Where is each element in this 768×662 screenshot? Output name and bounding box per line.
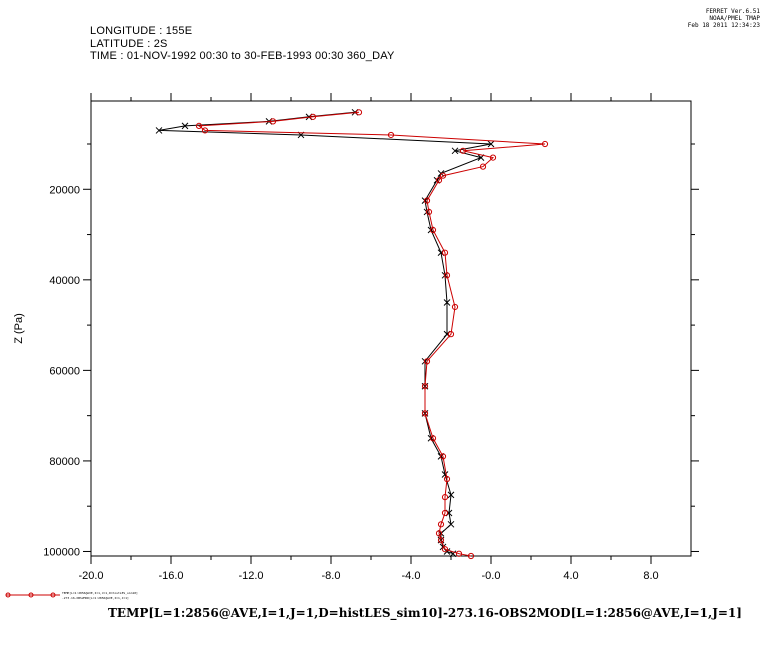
x-tick-label: -20.0 — [78, 570, 103, 582]
series-red-line — [197, 111, 546, 557]
series-red-point — [423, 197, 431, 204]
series-red-point — [443, 475, 451, 483]
point-stroke-b — [447, 520, 455, 528]
point-stroke-b — [449, 550, 457, 558]
series-red-point — [443, 272, 451, 279]
series-red-point — [421, 410, 429, 417]
series-red-point — [387, 131, 395, 139]
series-black-point — [451, 147, 459, 155]
series-red-point — [435, 530, 443, 537]
series-red-point — [441, 509, 449, 517]
series-red-point — [429, 226, 437, 234]
series-red-point — [541, 140, 549, 148]
series-black-point — [447, 520, 455, 528]
point-stroke-b — [433, 176, 441, 184]
bottom-title: TEMP[L=1:2856@AVE,I=1,J=1,D=histLES_sim1… — [108, 606, 742, 620]
ferret-stamp: FERRET Ver.6.51 NOAA/PMEL TMAP Feb 18 20… — [688, 8, 760, 29]
series-red-point — [479, 163, 487, 170]
series-red-point — [437, 537, 445, 544]
series-red-point — [195, 122, 203, 130]
series-red-point — [467, 552, 475, 560]
series-red-point — [421, 383, 429, 390]
series-red-point — [269, 118, 277, 125]
series-red-point — [201, 127, 209, 134]
series-black-point — [433, 176, 441, 184]
series-red-point — [455, 550, 463, 557]
series-red-point — [441, 249, 449, 256]
axes-layer: -20.0 -16.0 -12.0 -8.0 -4.0 -0.0 4.0 8.0 20000 40… — [13, 93, 699, 582]
point-stroke-b — [487, 140, 495, 148]
header-time: TIME : 01-NOV-1992 00:30 to 30-FEB-1993 … — [90, 50, 395, 62]
point-stroke-b — [427, 434, 435, 442]
header-latitude: LATITUDE : 2S — [90, 38, 168, 50]
series-black-point — [181, 122, 189, 130]
legend-label-1: TEMP[L=1:2856@AVE,I=1,J=1,D=histLES_sim1… — [62, 591, 138, 595]
point-stroke-b — [437, 453, 445, 460]
x-tick-label: -4.0 — [402, 570, 421, 582]
series-black-point — [443, 299, 451, 306]
series-red-point — [441, 494, 449, 501]
series-red-point — [425, 208, 433, 216]
series-black-point — [447, 491, 455, 499]
x-tick-label: -0.0 — [482, 570, 501, 582]
series-red-point — [437, 521, 445, 528]
y-tick-label: 80000 — [49, 456, 80, 468]
header-longitude: LONGITUDE : 155E — [90, 25, 193, 37]
series-red-point — [355, 109, 363, 116]
series-black-point — [155, 127, 163, 134]
point-stroke-b — [437, 530, 445, 537]
y-tick-label: 40000 — [49, 275, 80, 287]
series-red-point — [435, 177, 443, 184]
legend-marker-3 — [50, 592, 56, 598]
series-red-point — [459, 147, 467, 154]
series-red-point — [441, 546, 449, 553]
y-tick-label: 100000 — [43, 546, 80, 558]
point-stroke-b — [421, 197, 429, 204]
point-stroke-b — [181, 122, 189, 130]
x-tick-label: 4.0 — [563, 570, 578, 582]
series-black-line — [158, 111, 492, 555]
legend-label-2: -273.16-OBS2MOD[L=1:2856@AVE,I=1,J=1] — [62, 596, 129, 600]
point-stroke-b — [155, 127, 163, 134]
x-tick-label: 8.0 — [643, 570, 658, 582]
series-red-point — [439, 172, 447, 179]
x-tick-label: -16.0 — [158, 570, 183, 582]
legend-marker-2 — [28, 592, 34, 598]
series-red-point — [429, 435, 437, 442]
legend-marker-1 — [5, 592, 11, 598]
stamp-line-3: Feb 18 2011 12:34:23 — [687, 22, 760, 29]
series-red-point — [447, 331, 455, 338]
series-layer — [155, 108, 549, 560]
x-tick-label: -12.0 — [238, 570, 263, 582]
series-black-point — [449, 550, 457, 558]
legend-layer — [5, 592, 60, 598]
series-red-point — [439, 453, 447, 460]
series-red-point — [489, 154, 497, 161]
point-stroke-b — [441, 471, 449, 478]
x-tick-label: -8.0 — [322, 570, 341, 582]
plot-frame — [90, 100, 692, 557]
y-tick-label: 60000 — [49, 365, 80, 377]
point-stroke-b — [447, 491, 455, 499]
stamp-line-2: NOAA/PMEL TMAP — [709, 15, 760, 22]
point-stroke-b — [451, 147, 459, 155]
point-stroke-b — [421, 357, 429, 365]
series-red-point — [423, 358, 431, 365]
series-black-point — [427, 434, 435, 442]
y-axis-label: Z (Pa) — [13, 313, 25, 344]
series-red-point — [451, 303, 459, 311]
y-tick-label: 20000 — [49, 184, 80, 196]
series-black-point — [487, 140, 495, 148]
series-red-point — [309, 113, 317, 120]
stamp-line-1: FERRET Ver.6.51 — [705, 8, 760, 15]
point-stroke-b — [443, 299, 451, 306]
